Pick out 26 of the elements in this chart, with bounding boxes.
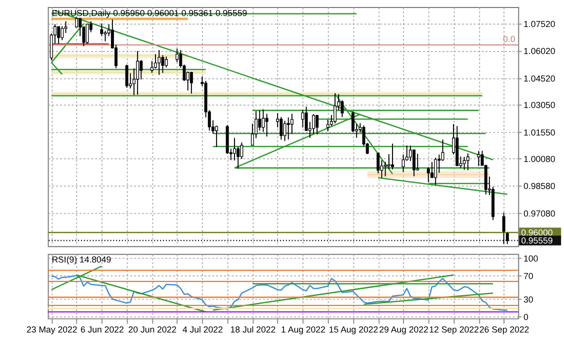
y-tick-label: 100	[524, 253, 538, 264]
y-tick-label: 1.06020	[524, 46, 556, 56]
x-tick-label: 23 May 2022	[26, 324, 78, 334]
x-tick-label: 20 Jun 2022	[128, 324, 177, 334]
y-tick-label: 0	[524, 312, 529, 322]
annotation: 0.0	[503, 34, 516, 44]
ref-line-label: 0.95559	[521, 235, 553, 246]
x-tick-label: 26 Sep 2022	[479, 324, 530, 334]
y-tick-label: 1.03050	[524, 100, 556, 110]
x-tick-label: 12 Sep 2022	[429, 324, 479, 334]
y-tick-label: 0.98580	[524, 181, 556, 192]
x-tick-label: 29 Aug 2022	[379, 324, 428, 334]
y-tick-label: 30	[524, 294, 534, 304]
ref-line-label: 0.96000	[521, 227, 553, 238]
x-tick-label: 6 Jun 2022	[80, 324, 124, 334]
x-tick-label: 1 Aug 2022	[281, 324, 326, 334]
x-tick-label: 18 Jul 2022	[230, 324, 276, 334]
y-tick-label: 70	[524, 271, 534, 282]
x-tick-label: 4 Jul 2022	[182, 324, 224, 334]
y-tick-label: 0.97080	[524, 208, 556, 218]
chart-title: RSI(9) 14.8049	[52, 254, 112, 265]
y-tick-label: 1.07520	[524, 18, 556, 29]
y-tick-label: 1.01550	[524, 127, 556, 138]
x-tick-label: 15 Aug 2022	[328, 324, 378, 334]
y-tick-label: 1.00080	[524, 154, 556, 164]
y-tick-label: 1.04520	[524, 73, 556, 84]
